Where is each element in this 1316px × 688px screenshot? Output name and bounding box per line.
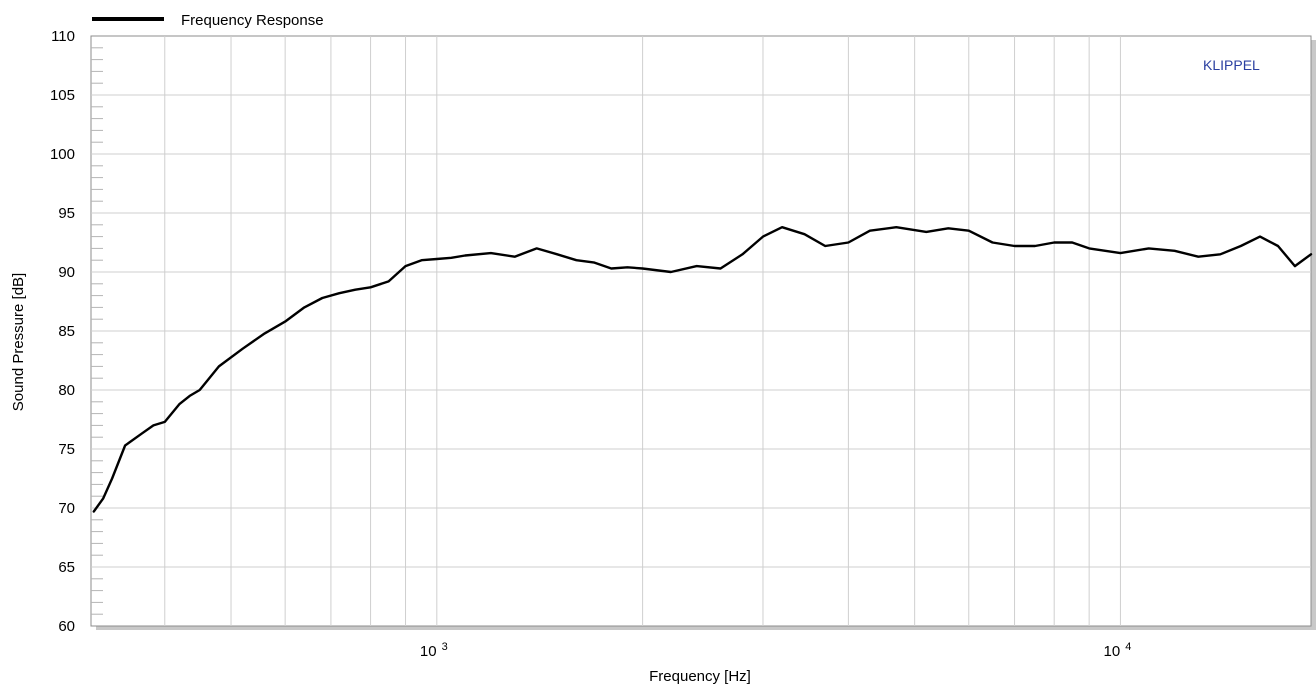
x-tick-labels: 10 3 10 4	[420, 641, 1131, 660]
x-tick-label: 10 4	[1104, 641, 1132, 660]
legend-label-frequency-response: Frequency Response	[181, 12, 324, 29]
y-tick-labels: 60 65 70 75 80 85 90 95 100 105 110	[50, 28, 75, 635]
y-tick-label: 105	[50, 87, 75, 104]
y-tick-label: 90	[58, 264, 75, 281]
y-tick-label: 70	[58, 500, 75, 517]
y-tick-label: 85	[58, 323, 75, 340]
y-tick-label: 80	[58, 382, 75, 399]
series-line-frequency-response	[92, 226, 1313, 513]
series-group	[92, 226, 1313, 513]
klippel-watermark: KLIPPEL	[1203, 57, 1260, 73]
y-tick-label: 95	[58, 205, 75, 222]
grid	[91, 36, 1311, 626]
y-tick-label: 60	[58, 618, 75, 635]
y-minor-ticks	[91, 47, 103, 615]
legend: Frequency Response	[92, 12, 324, 29]
x-axis-title: Frequency [Hz]	[649, 668, 751, 685]
y-tick-label: 75	[58, 441, 75, 458]
y-tick-label: 65	[58, 559, 75, 576]
y-tick-label: 110	[51, 28, 75, 45]
y-axis-title: Sound Pressure [dB]	[10, 273, 27, 411]
y-tick-label: 100	[50, 146, 75, 163]
x-tick-label: 10 3	[420, 641, 448, 660]
